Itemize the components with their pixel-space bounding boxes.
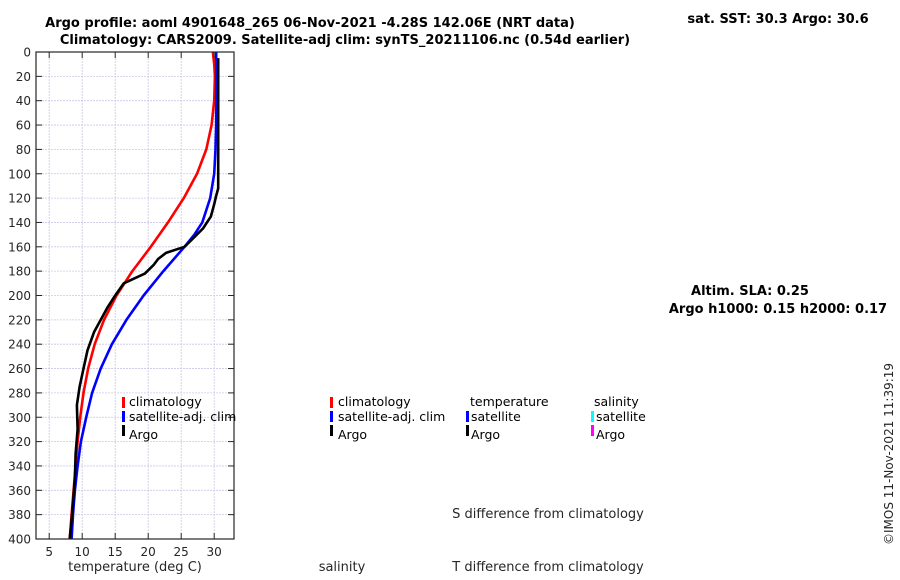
y-tick-label: 120 <box>8 192 31 206</box>
legend-label: Argo <box>129 427 158 442</box>
imos-timestamp: ©IMOS 11-Nov-2021 11:39:19 <box>882 363 896 545</box>
x-tick-label: 25 <box>174 545 189 559</box>
legend-swatch-satellite <box>122 411 125 422</box>
y-tick-label: 80 <box>16 143 31 157</box>
legend-swatch-t-satellite <box>466 411 469 422</box>
x-tick-label: 15 <box>108 545 123 559</box>
legend-swatch-satellite <box>330 411 333 422</box>
legend-label: Argo <box>596 427 625 442</box>
sla-map-title-1: Altim. SLA: 0.25 <box>691 284 809 299</box>
legend-swatch-s-argo <box>591 425 594 436</box>
y-tick-label: 260 <box>8 362 31 376</box>
y-tick-label: 0 <box>23 46 31 60</box>
y-tick-label: 20 <box>16 70 31 84</box>
legend-label: Argo <box>471 427 500 442</box>
temperature-legend: climatology satellite-adj. clim Argo <box>122 394 236 442</box>
legend-group-title: temperature <box>470 394 549 409</box>
t-diff-xlabel: T difference from climatology <box>451 560 644 575</box>
series-argo <box>68 58 220 540</box>
y-tick-label: 60 <box>16 119 31 133</box>
legend-label: climatology <box>338 394 411 409</box>
title-line-2: Climatology: CARS2009. Satellite-adj cli… <box>60 33 630 48</box>
difference-legend: temperature satellite Argo salinity sate… <box>466 394 646 442</box>
y-tick-label: 340 <box>8 459 31 473</box>
temperature-xlabel: temperature (deg C) <box>68 560 202 575</box>
legend-swatch-argo <box>330 425 333 436</box>
legend-label: satellite-adj. clim <box>338 409 445 424</box>
series-satellite-adj-clim <box>70 52 218 540</box>
y-tick-label: 200 <box>8 289 31 303</box>
y-tick-label: 280 <box>8 386 31 400</box>
salinity-xlabel: salinity <box>319 560 366 575</box>
sla-map-title-2: Argo h1000: 0.15 h2000: 0.17 <box>669 302 887 317</box>
x-tick-label: 30 <box>207 545 222 559</box>
salinity-legend: climatology satellite-adj. clim Argo <box>330 394 445 442</box>
legend-swatch-s-satellite <box>591 411 594 422</box>
y-tick-label: 240 <box>8 338 31 352</box>
legend-label: satellite <box>596 409 646 424</box>
y-tick-label: 100 <box>8 167 31 181</box>
legend-label: Argo <box>338 427 367 442</box>
y-tick-label: 380 <box>8 508 31 522</box>
legend-swatch-t-argo <box>466 425 469 436</box>
y-tick-label: 300 <box>8 411 31 425</box>
y-tick-label: 220 <box>8 313 31 327</box>
s-diff-xlabel: S difference from climatology <box>452 507 644 522</box>
y-tick-label: 400 <box>8 533 31 547</box>
x-tick-label: 20 <box>141 545 156 559</box>
legend-swatch-argo <box>122 425 125 436</box>
legend-label: satellite <box>471 409 521 424</box>
y-tick-label: 360 <box>8 484 31 498</box>
y-tick-label: 40 <box>16 94 31 108</box>
temperature-panel: 5 10 15 20 25 3002040608010012014016018020022… <box>8 46 235 559</box>
y-tick-label: 140 <box>8 216 31 230</box>
legend-swatch-climatology <box>122 397 125 408</box>
y-tick-label: 320 <box>8 435 31 449</box>
title-line-1: Argo profile: aoml 4901648_265 06-Nov-20… <box>45 16 575 31</box>
sst-map-title: sat. SST: 30.3 Argo: 30.6 <box>687 12 868 27</box>
y-tick-label: 180 <box>8 265 31 279</box>
legend-label: satellite-adj. clim <box>129 409 236 424</box>
legend-group-title: salinity <box>594 394 639 409</box>
legend-label: climatology <box>129 394 202 409</box>
x-tick-label: 10 <box>75 545 90 559</box>
x-tick-label: 5 <box>45 545 53 559</box>
legend-swatch-climatology <box>330 397 333 408</box>
y-tick-label: 160 <box>8 240 31 254</box>
